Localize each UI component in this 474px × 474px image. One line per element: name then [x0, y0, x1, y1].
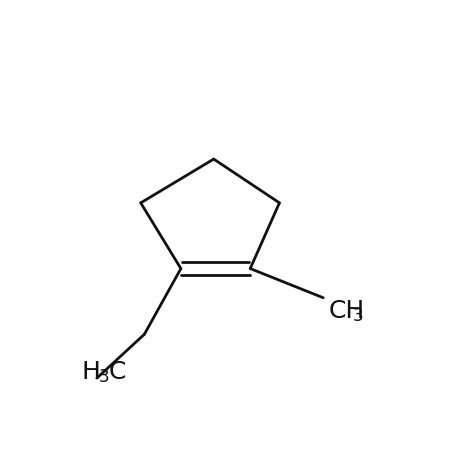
Text: C: C	[109, 360, 126, 384]
Text: 3: 3	[352, 308, 363, 326]
Text: H: H	[82, 360, 100, 384]
Text: CH: CH	[328, 299, 365, 323]
Text: 3: 3	[99, 368, 109, 386]
